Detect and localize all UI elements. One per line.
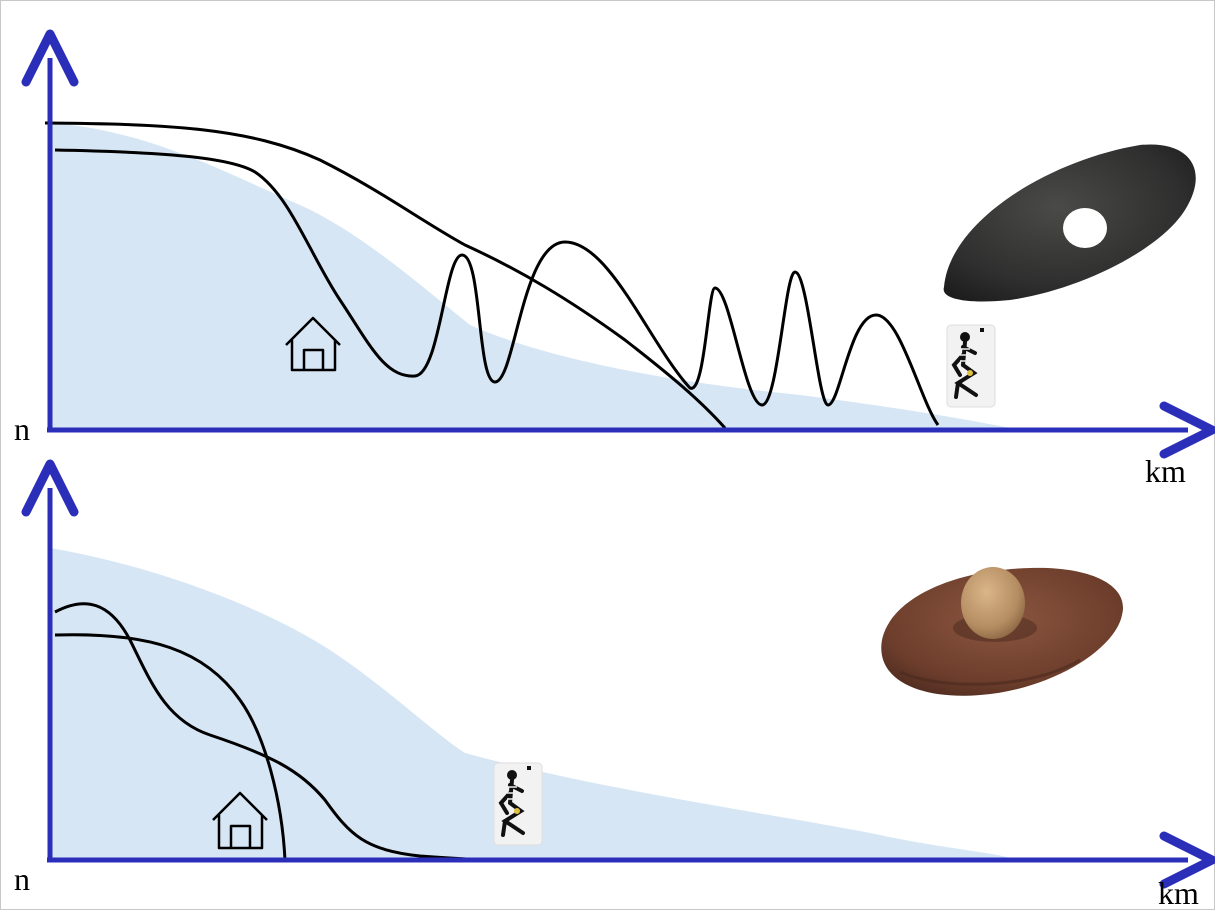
distribution-area [50,548,1010,858]
panel-bottom: n km [14,459,1215,910]
skeleton-icon [946,324,996,408]
quern-image [881,567,1124,696]
curve-oscillating [54,148,940,426]
x-axis-label: km [1145,453,1186,489]
house-icon [212,791,268,850]
house-icon [285,316,341,372]
x-axis-label: km [1158,875,1199,910]
curve-broad [44,121,727,429]
curve-peaked [54,602,506,863]
y-axis-label: n [14,861,30,897]
y-axis-label: n [14,411,30,447]
panel-top: n km [14,29,1215,489]
stone-axe-image [943,144,1196,302]
skeleton-icon [493,762,543,846]
distribution-area [50,123,1010,428]
